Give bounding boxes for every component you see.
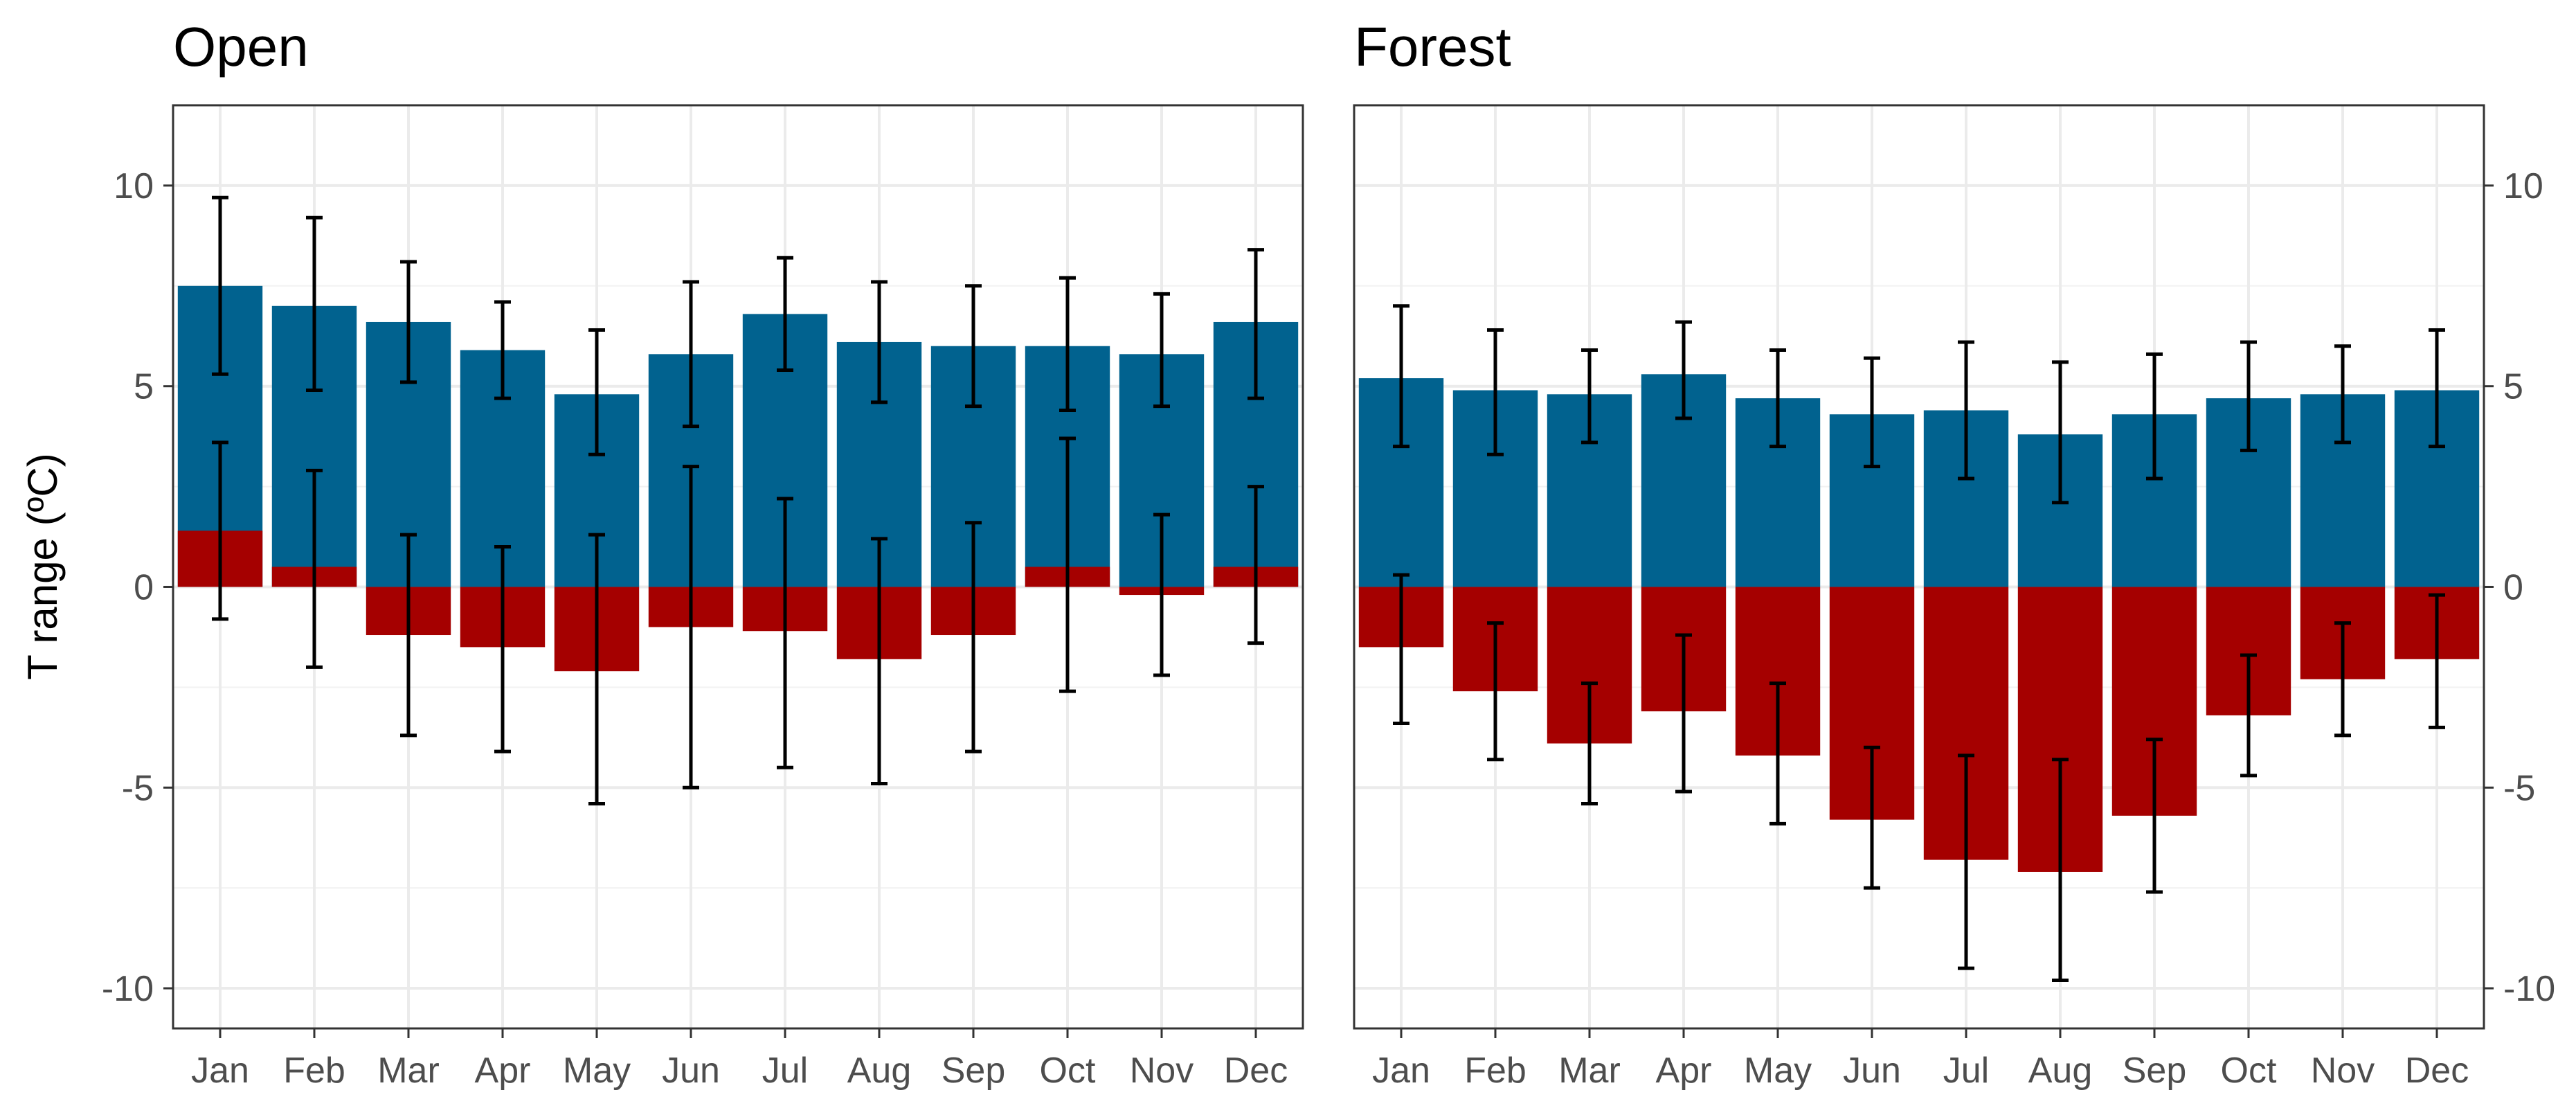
error-bars-open (212, 195, 1264, 805)
x-tick-label-apr: Apr (475, 1051, 531, 1091)
panel-forest: Forest -10 -5 0 5 10 Jan Feb Mar Apr May Jun Jul Au… (1353, 16, 2555, 1091)
y-tick-label: 0 (134, 567, 154, 607)
x-tick-label-nov: Nov (1130, 1051, 1194, 1091)
x-tick-label-aug: Aug (2028, 1051, 2093, 1091)
panel-title-open: Open (173, 16, 309, 78)
panel-open: Open -10 -5 0 5 10 Jan Feb Mar Apr May Jun Jul Aug S… (102, 16, 1304, 1091)
y-tick-label: 10 (2503, 166, 2543, 206)
y-tick-label: -10 (2503, 969, 2555, 1009)
x-tick-label-nov: Nov (2311, 1051, 2375, 1091)
panel-border-forest (1353, 104, 2485, 1030)
y-tick-label: -10 (102, 969, 154, 1009)
x-tick-label-oct: Oct (2221, 1051, 2277, 1091)
x-tick-label-jun: Jun (1843, 1051, 1901, 1091)
x-tick-label-mar: Mar (377, 1051, 440, 1091)
x-tick-label-sep: Sep (942, 1051, 1006, 1091)
x-tick-label-jan: Jan (191, 1051, 249, 1091)
x-tick-label-may: May (563, 1051, 631, 1091)
x-tick-label-mar: Mar (1558, 1051, 1621, 1091)
x-tick-label-jun: Jun (662, 1051, 720, 1091)
x-tick-label-aug: Aug (847, 1051, 912, 1091)
x-tick-label-jul: Jul (1943, 1051, 1989, 1091)
panel-border-open (172, 104, 1304, 1030)
panel-title-forest: Forest (1354, 16, 1511, 78)
bars-negative-forest (1358, 587, 2480, 872)
x-tick-label-apr: Apr (1656, 1051, 1712, 1091)
x-tick-label-jul: Jul (762, 1051, 808, 1091)
x-axis-forest: Jan Feb Mar Apr May Jun Jul Aug Sep Oct Nov Dec (1372, 1028, 2469, 1091)
x-tick-label-sep: Sep (2123, 1051, 2187, 1091)
x-tick-label-feb: Feb (1464, 1051, 1526, 1091)
y-axis-open: -10 -5 0 5 10 (102, 166, 173, 1009)
x-tick-label-jan: Jan (1372, 1051, 1430, 1091)
x-tick-label-oct: Oct (1040, 1051, 1096, 1091)
y-tick-label: 5 (2503, 367, 2523, 407)
x-tick-label-may: May (1744, 1051, 1812, 1091)
y-tick-label: -5 (2503, 768, 2535, 808)
x-tick-label-feb: Feb (283, 1051, 345, 1091)
y-axis-title: T range (ºC) (19, 453, 66, 680)
error-bars-forest (1393, 304, 2445, 982)
x-tick-label-dec: Dec (1224, 1051, 1288, 1091)
x-axis-open: Jan Feb Mar Apr May Jun Jul Aug Sep Oct Nov Dec (191, 1028, 1288, 1091)
x-tick-label-dec: Dec (2405, 1051, 2469, 1091)
y-tick-label: -5 (122, 768, 154, 808)
y-tick-label: 5 (134, 367, 154, 407)
y-tick-label: 0 (2503, 567, 2523, 607)
y-axis-forest: -10 -5 0 5 10 (2484, 166, 2555, 1009)
y-tick-label: 10 (114, 166, 154, 206)
